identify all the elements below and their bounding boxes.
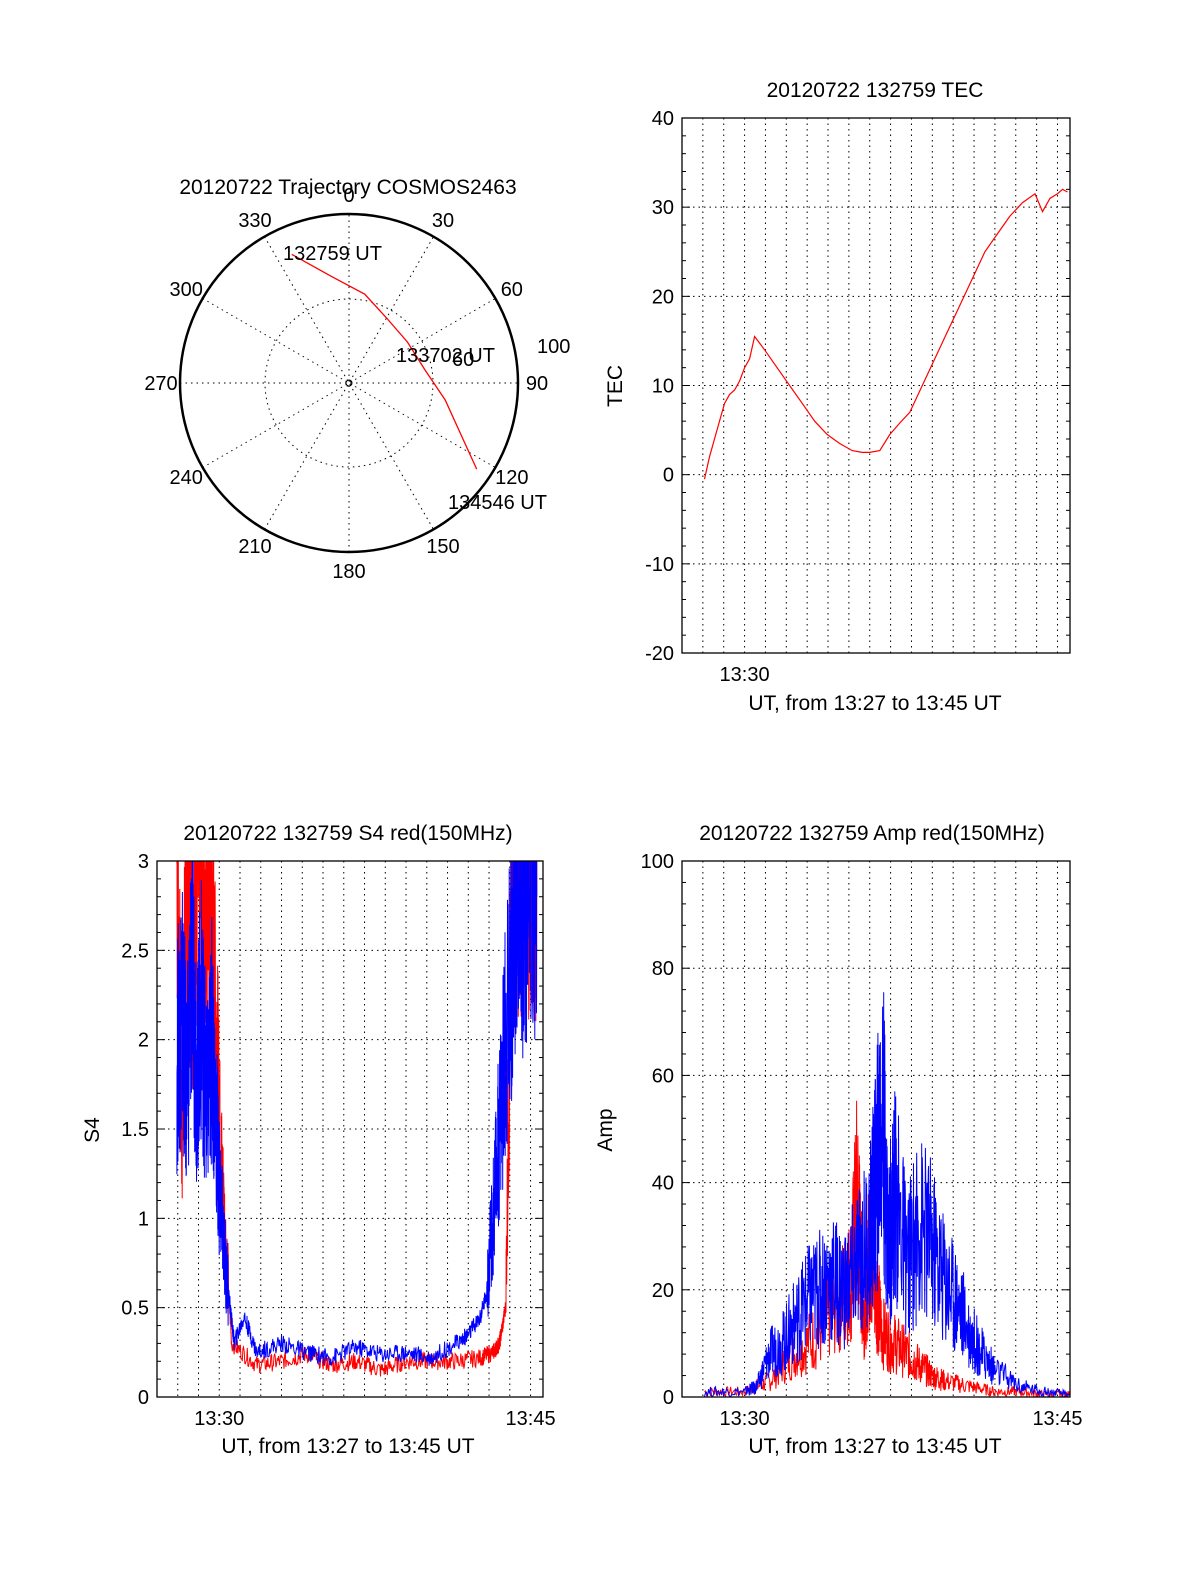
y-tick-label: 0: [663, 465, 674, 487]
amp-xlabel: UT, from 13:27 to 13:45 UT: [748, 1435, 1001, 1458]
y-tick-label: -10: [645, 554, 674, 576]
y-tick-label: 100: [641, 851, 674, 873]
polar-angle-label: 60: [501, 279, 523, 301]
plot-frame: [681, 860, 1071, 1398]
y-tick-label: 40: [652, 1173, 674, 1195]
polar-angle-label: 30: [432, 210, 454, 232]
polar-spoke: [264, 236, 434, 530]
s4-ylabel: S4: [81, 1117, 104, 1143]
polar-angle-label: 150: [426, 536, 459, 558]
amp-title: 20120722 132759 Amp red(150MHz): [699, 822, 1045, 845]
polar-angle-label: 240: [169, 467, 202, 489]
polar-angle-label: 0: [343, 185, 354, 207]
polar-angle-label: 300: [169, 279, 202, 301]
y-tick-label: 0.5: [121, 1298, 149, 1320]
tec-title: 20120722 132759 TEC: [767, 79, 984, 102]
polar-spoke: [202, 298, 496, 468]
y-tick-label: 2.5: [121, 940, 149, 962]
x-tick-label: 13:30: [194, 1408, 244, 1430]
series-line-red: [704, 1100, 1070, 1397]
series-line-main: [703, 188, 1068, 480]
y-tick-label: 30: [652, 197, 674, 219]
polar-spoke: [264, 236, 434, 530]
polar-spoke: [202, 298, 496, 468]
series-line-blue: [176, 861, 538, 1366]
x-tick-label: 13:30: [720, 1408, 770, 1430]
y-tick-label: -20: [645, 643, 674, 665]
y-tick-label: 3: [138, 851, 149, 873]
tec-ylabel: TEC: [604, 365, 627, 407]
ring-label-100: 100: [537, 336, 570, 358]
trajectory-start-label: 132759 UT: [283, 243, 382, 265]
trajectory-mid-label: 133702 UT: [396, 345, 495, 367]
polar-angle-label: 210: [238, 536, 271, 558]
tec-xlabel: UT, from 13:27 to 13:45 UT: [748, 692, 1001, 715]
s4-xlabel: UT, from 13:27 to 13:45 UT: [221, 1435, 474, 1458]
x-tick-label: 13:45: [506, 1408, 556, 1430]
y-tick-label: 40: [652, 108, 674, 130]
y-tick-label: 80: [652, 958, 674, 980]
plot-frame: [681, 117, 1071, 654]
polar-title: 20120722 Trajectory COSMOS2463: [179, 176, 516, 199]
trajectory-track: [291, 253, 478, 470]
polar-angle-labels: 0 30 60 90 120 150 180 210 240 270 300 330: [144, 185, 548, 583]
x-tick-label: 13:30: [720, 664, 770, 686]
plot-frame: [156, 860, 544, 1398]
tec-plot: 20120722 132759 TEC TEC UT, from 13:27 t…: [604, 79, 1071, 715]
y-tick-label: 1.5: [121, 1119, 149, 1141]
trajectory-end-label: 134546 UT: [448, 492, 547, 514]
polar-angle-label: 330: [238, 210, 271, 232]
trajectory-polar-plot: 20120722 Trajectory COSMOS2463 0 30 60 90 12…: [144, 176, 570, 583]
series-line-red: [176, 861, 538, 1377]
s4-title: 20120722 132759 S4 red(150MHz): [183, 822, 512, 845]
polar-grid: [178, 212, 520, 554]
y-tick-label: 60: [652, 1065, 674, 1087]
polar-angle-label: 120: [495, 467, 528, 489]
x-tick-label: 13:45: [1032, 1408, 1082, 1430]
y-tick-label: 1: [138, 1208, 149, 1230]
y-tick-label: 20: [652, 286, 674, 308]
ring-label-60: 60: [452, 349, 474, 371]
series-line-blue: [704, 992, 1070, 1397]
y-tick-label: 0: [138, 1387, 149, 1409]
s4-plot: 20120722 132759 S4 red(150MHz) S4 UT, fr…: [81, 822, 556, 1458]
polar-angle-label: 90: [526, 373, 548, 395]
polar-angle-label: 180: [332, 561, 365, 583]
y-tick-label: 2: [138, 1030, 149, 1052]
polar-angle-label: 270: [144, 373, 177, 395]
y-tick-label: 0: [663, 1387, 674, 1409]
y-tick-label: 20: [652, 1280, 674, 1302]
amp-ylabel: Amp: [594, 1108, 617, 1151]
y-tick-label: 10: [652, 376, 674, 398]
amp-plot: 20120722 132759 Amp red(150MHz) Amp UT, …: [594, 822, 1083, 1458]
